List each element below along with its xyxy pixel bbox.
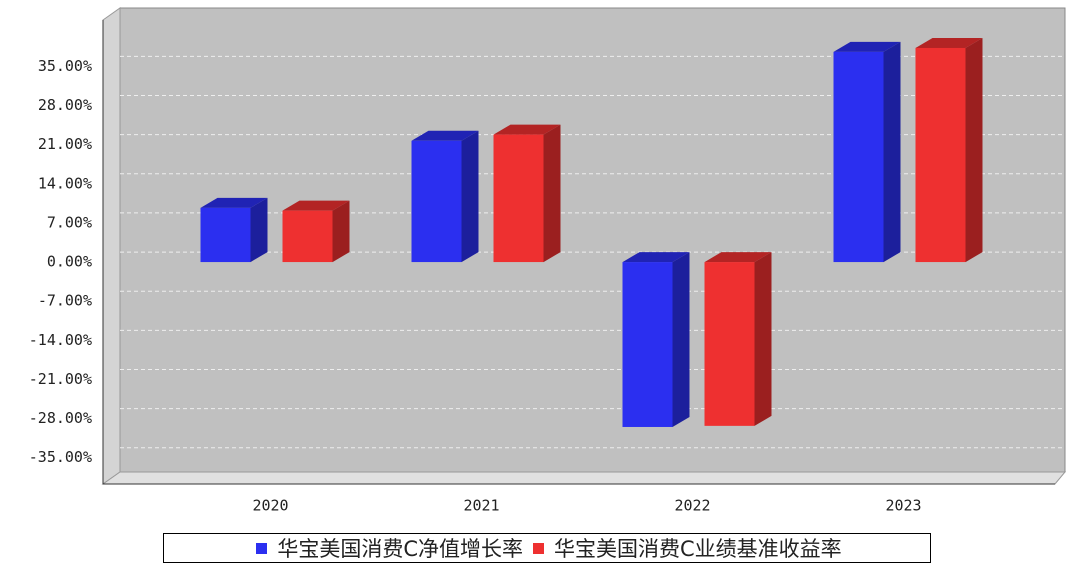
bar-side bbox=[754, 252, 772, 426]
bar-top bbox=[411, 130, 479, 141]
legend: 华宝美国消费C净值增长率 华宝美国消费C业绩基准收益率 bbox=[163, 533, 931, 563]
bar-top bbox=[915, 37, 983, 48]
bar bbox=[704, 262, 755, 426]
back-wall bbox=[119, 7, 1066, 473]
bar-side bbox=[965, 37, 983, 263]
legend-label: 华宝美国消费C业绩基准收益率 bbox=[554, 537, 842, 561]
bar bbox=[411, 140, 462, 263]
bar-side bbox=[883, 41, 901, 263]
legend-swatch bbox=[533, 542, 544, 554]
bar-top bbox=[493, 124, 561, 135]
chart: 35.00% 28.00% 21.00% 14.00% 7.00% 0.00% -7.00%… bbox=[29, 7, 1067, 515]
bar bbox=[282, 210, 333, 263]
legend-swatch bbox=[256, 542, 268, 554]
bar-side bbox=[543, 124, 561, 263]
x-tick-label: 2022 bbox=[674, 497, 710, 515]
y-tick-label: -14.00% bbox=[29, 331, 92, 349]
bar bbox=[200, 207, 251, 263]
left-wall bbox=[102, 7, 121, 485]
y-tick-label: -21.00% bbox=[29, 370, 92, 388]
y-tick-label: -28.00% bbox=[29, 409, 92, 427]
y-tick-label: 35.00% bbox=[38, 57, 92, 75]
y-tick-label: 0.00% bbox=[47, 253, 92, 271]
x-tick-label: 2020 bbox=[252, 497, 288, 515]
y-tick-label: 21.00% bbox=[38, 135, 92, 153]
bar-side bbox=[672, 252, 690, 427]
bar bbox=[622, 262, 673, 427]
floor bbox=[101, 471, 1067, 485]
bar bbox=[833, 51, 884, 263]
bar-top bbox=[704, 252, 772, 263]
x-tick-label: 2023 bbox=[885, 497, 921, 515]
bar-side bbox=[332, 200, 350, 263]
y-tick-label: 14.00% bbox=[38, 174, 92, 192]
bar-top bbox=[622, 252, 690, 263]
bar-top bbox=[282, 200, 350, 211]
y-tick-label: 7.00% bbox=[47, 213, 92, 231]
bar bbox=[493, 134, 544, 263]
x-tick-label: 2021 bbox=[463, 497, 499, 515]
y-tick-label: -35.00% bbox=[29, 448, 92, 466]
bar-side bbox=[250, 197, 268, 263]
bar-side bbox=[461, 130, 479, 263]
bar-top bbox=[200, 197, 268, 208]
y-tick-label: -7.00% bbox=[38, 292, 92, 310]
bar bbox=[915, 47, 966, 263]
bar-top bbox=[833, 41, 901, 52]
legend-label: 华宝美国消费C净值增长率 bbox=[277, 537, 523, 561]
y-tick-label: 28.00% bbox=[38, 96, 92, 114]
